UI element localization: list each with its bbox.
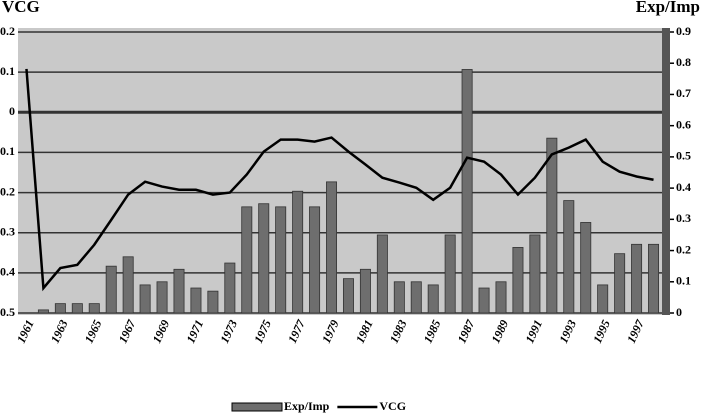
bar — [529, 234, 541, 314]
x-tick-label: 1977 — [285, 317, 308, 346]
x-tick-label: 1993 — [556, 318, 579, 346]
x-tick-label: 1961 — [14, 318, 37, 346]
bar — [71, 303, 83, 314]
bar — [292, 190, 304, 314]
bar — [597, 284, 609, 314]
bar — [224, 262, 236, 314]
bar — [631, 243, 643, 314]
bar — [156, 281, 168, 314]
y-tick-label: -0.1 — [0, 144, 15, 158]
x-tick-label: 1969 — [150, 318, 173, 346]
y-tick-label: -0.4 — [0, 265, 15, 279]
y2-tick-label: 0.9 — [676, 24, 691, 38]
y2-tick-label: 0.8 — [676, 55, 691, 69]
bar — [512, 247, 524, 314]
bar — [461, 69, 473, 314]
y2-tick-label: 0.4 — [676, 180, 691, 194]
bar — [648, 243, 660, 314]
x-tick-label: 1971 — [183, 318, 206, 346]
bar — [342, 278, 354, 314]
y2-tick-label: 0.7 — [676, 86, 691, 100]
x-tick-label: 1981 — [353, 318, 376, 346]
bar — [241, 206, 253, 314]
y2-tick-label: 0.6 — [676, 117, 691, 131]
y2-tick-label: 0.1 — [676, 274, 691, 288]
bar — [410, 281, 422, 314]
bar — [105, 265, 117, 314]
x-tick-label: 1965 — [82, 318, 105, 346]
y-tick-label: -0.3 — [0, 224, 15, 238]
bar — [309, 206, 321, 314]
y-tick-label: 0 — [9, 104, 15, 118]
bar — [173, 268, 185, 314]
bar — [258, 203, 270, 314]
y-tick-label: -0.5 — [0, 305, 15, 319]
y2-tick-label: 0.2 — [676, 242, 691, 256]
legend-swatch — [231, 402, 283, 412]
bar — [393, 281, 405, 314]
bar — [376, 234, 388, 314]
x-tick-label: 1967 — [116, 317, 139, 346]
y-tick-label: 0.2 — [0, 24, 15, 38]
y-tick-label: 0.1 — [0, 64, 15, 78]
x-tick-label: 1979 — [319, 318, 342, 346]
bar — [546, 137, 558, 314]
bar — [359, 268, 371, 314]
y2-tick-label: 0.5 — [676, 149, 691, 163]
x-tick-label: 1983 — [387, 318, 410, 346]
bar — [139, 284, 151, 314]
y-axis-title: VCG — [2, 0, 40, 16]
x-tick-label: 1997 — [624, 317, 647, 346]
bar — [478, 287, 490, 314]
x-tick-label: 1995 — [590, 318, 613, 346]
bar — [88, 303, 100, 314]
x-tick-label: 1991 — [522, 318, 545, 346]
bar — [614, 253, 626, 314]
bar — [444, 234, 456, 314]
legend-label: Exp/Imp — [284, 399, 330, 413]
x-tick-label: 1987 — [455, 317, 478, 346]
bar — [495, 281, 507, 314]
bar — [122, 256, 134, 314]
bar — [190, 287, 202, 314]
x-tick-label: 1989 — [488, 318, 511, 346]
bar — [563, 200, 575, 314]
line — [25, 68, 654, 292]
y2-tick-label: 0 — [676, 305, 682, 319]
bar — [207, 290, 219, 314]
legend-label: VCG — [379, 399, 406, 413]
bar — [37, 309, 49, 314]
bar — [427, 284, 439, 314]
x-tick-label: 1973 — [217, 318, 240, 346]
y2-axis-title: Exp/Imp — [636, 0, 700, 16]
y-tick-label: -0.2 — [0, 184, 15, 198]
y2-tick-label: 0.3 — [676, 211, 691, 225]
x-tick-label: 1985 — [421, 318, 444, 346]
right-axis-band — [662, 28, 670, 315]
bar — [580, 222, 592, 314]
bar — [326, 181, 338, 314]
bar — [275, 206, 287, 314]
x-tick-label: 1963 — [48, 318, 71, 346]
bar — [54, 303, 66, 314]
x-tick-label: 1975 — [251, 318, 274, 346]
